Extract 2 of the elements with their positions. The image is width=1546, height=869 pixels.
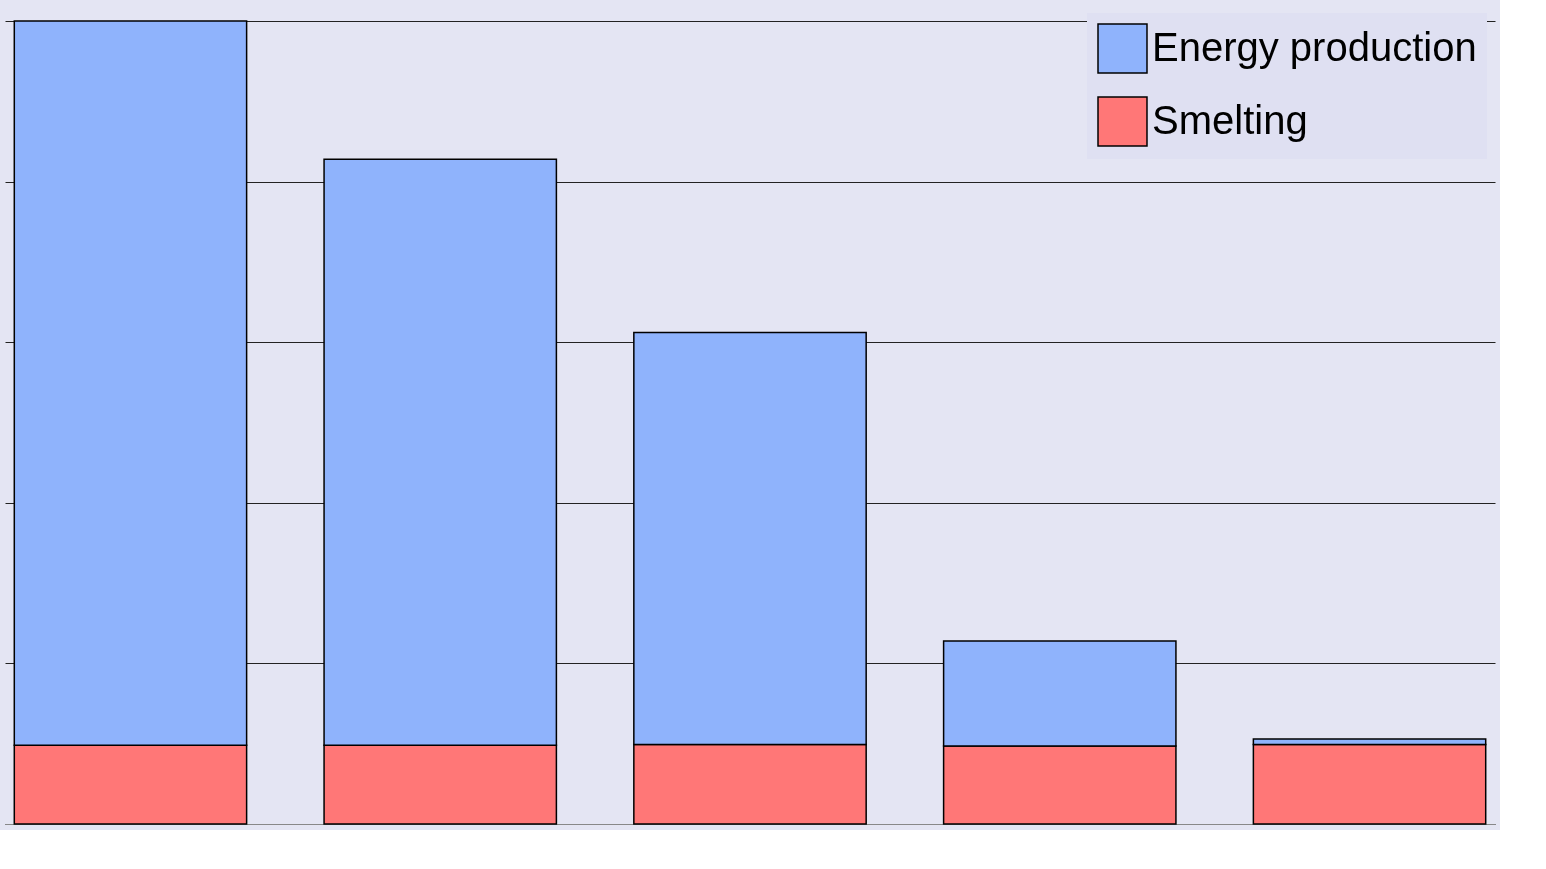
legend-label: Smelting bbox=[1152, 97, 1308, 142]
legend-label: Energy production bbox=[1152, 24, 1477, 69]
